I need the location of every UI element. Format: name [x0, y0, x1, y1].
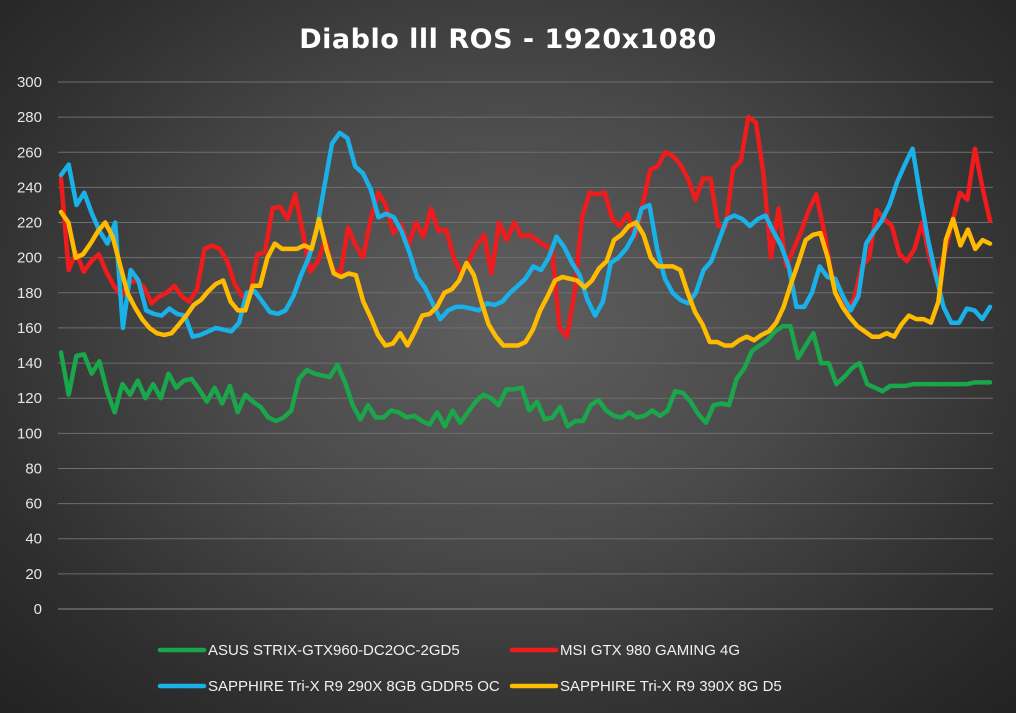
y-tick-label: 80 — [25, 460, 42, 477]
y-tick-label: 120 — [17, 390, 42, 407]
legend-label: MSI GTX 980 GAMING 4G — [560, 642, 740, 659]
chart-title: Diablo lll ROS - 1920x1080 — [299, 24, 717, 55]
legend-label: ASUS STRIX-GTX960-DC2OC-2GD5 — [208, 642, 460, 659]
legend-label: SAPPHIRE Tri-X R9 290X 8GB GDDR5 OC — [208, 678, 500, 695]
y-tick-label: 100 — [17, 425, 42, 442]
y-tick-label: 20 — [25, 566, 42, 583]
series-lines — [58, 114, 993, 429]
y-tick-label: 160 — [17, 320, 42, 337]
legend-label: SAPPHIRE Tri-X R9 390X 8G D5 — [560, 678, 782, 695]
legend: ASUS STRIX-GTX960-DC2OC-2GD5 MSI GTX 980 … — [157, 642, 782, 695]
y-tick-label: 280 — [17, 109, 42, 126]
y-tick-label: 300 — [17, 74, 42, 91]
y-tick-label: 140 — [17, 355, 42, 372]
series-line-3 — [58, 130, 993, 339]
y-tick-label: 180 — [17, 285, 42, 302]
y-tick-label: 60 — [25, 496, 42, 513]
y-tick-label: 200 — [17, 250, 42, 267]
series-line-4 — [58, 209, 993, 348]
y-tick-label: 40 — [25, 531, 42, 548]
series-line-1 — [58, 323, 993, 429]
y-tick-label: 240 — [17, 179, 42, 196]
gridlines — [58, 81, 993, 610]
y-axis-ticks: 0 20 40 60 80 100 120 140 160 180 200 220 240 260 280 3… — [17, 74, 42, 618]
y-tick-label: 220 — [17, 215, 42, 232]
y-tick-label: 260 — [17, 144, 42, 161]
y-tick-label: 0 — [34, 601, 42, 618]
series-line-2 — [58, 114, 993, 339]
